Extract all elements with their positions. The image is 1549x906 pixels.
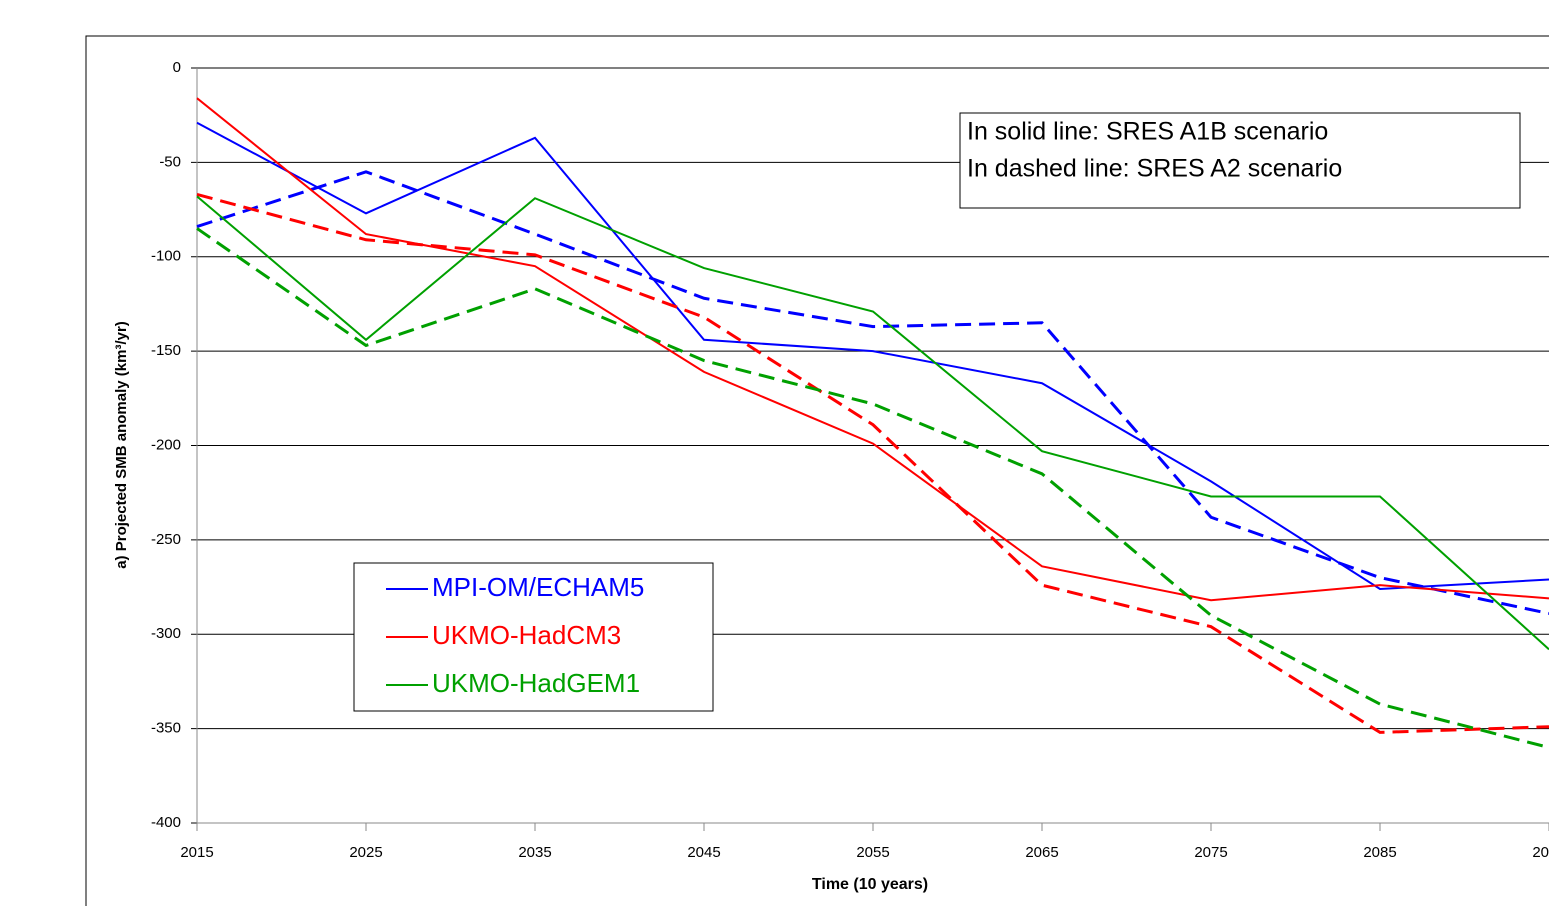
legend-label: UKMO-HadCM3 <box>432 620 621 650</box>
x-tick-label: 2035 <box>518 844 551 861</box>
a1b-line <box>196 121 1549 590</box>
annotation-text: In dashed line: SRES A2 scenario <box>967 155 1342 183</box>
y-tick-label: -100 <box>151 248 181 265</box>
annotation-text: In solid line: SRES A1B scenario <box>967 118 1328 146</box>
y-tick-label: -300 <box>151 625 181 642</box>
y-tick-label: -350 <box>151 720 181 737</box>
x-tick-label: 2015 <box>180 844 213 861</box>
y-tick-label: -400 <box>151 814 181 831</box>
x-tick-label: 2065 <box>1025 844 1058 861</box>
y-tick-label: -150 <box>151 342 181 359</box>
y-tick-label: -50 <box>159 153 181 170</box>
y-tick-label: -200 <box>151 436 181 453</box>
a1b-line <box>196 195 1549 651</box>
x-tick-label: 2075 <box>1194 844 1227 861</box>
x-axis-label: Time (10 years) <box>812 876 928 893</box>
x-tick-label: 2085 <box>1363 844 1396 861</box>
annotation-box <box>959 112 1521 209</box>
x-tick-label: 2045 <box>687 844 720 861</box>
y-tick-label: -250 <box>151 531 181 548</box>
legend-label: MPI-OM/ECHAM5 <box>432 572 644 602</box>
y-tick-label: 0 <box>173 59 181 76</box>
x-tick-label: 2055 <box>856 844 889 861</box>
y-axis-label: a) Projected SMB anomaly (km³/yr) <box>113 321 130 569</box>
a2-line <box>196 227 1549 749</box>
chart-frame <box>85 35 1549 906</box>
a2-line <box>196 170 1549 615</box>
x-tick-label: 2095 <box>1532 844 1549 861</box>
legend-label: UKMO-HadGEM1 <box>432 668 640 698</box>
a2-line <box>196 193 1549 734</box>
x-tick-label: 2025 <box>349 844 382 861</box>
